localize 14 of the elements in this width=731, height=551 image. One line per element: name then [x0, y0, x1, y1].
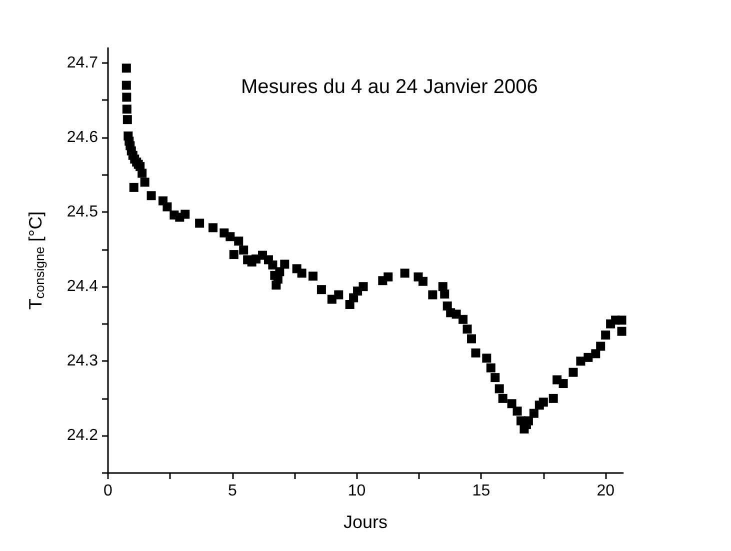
y-axis-title: Tconsigne [°C]	[26, 211, 47, 310]
y-tick-label: 24.5	[66, 204, 98, 221]
text: Mesures du 4 au 24 Janvier 2006	[241, 76, 538, 98]
y-tick-label: 24.6	[66, 128, 98, 146]
x-axis-title: Jours	[343, 512, 388, 532]
y-tick-label: 24.3	[66, 352, 98, 370]
x-tick-label: 20	[596, 482, 615, 500]
y-tick-label: 24.2	[66, 427, 98, 444]
y-tick-label: 24.7	[66, 54, 98, 72]
y-tick-label: 24.4	[66, 278, 98, 296]
x-tick-label: 5	[228, 482, 237, 500]
x-tick-label: 10	[348, 482, 366, 500]
x-tick-label: 15	[472, 482, 490, 500]
x-tick-label: 0	[104, 482, 113, 500]
